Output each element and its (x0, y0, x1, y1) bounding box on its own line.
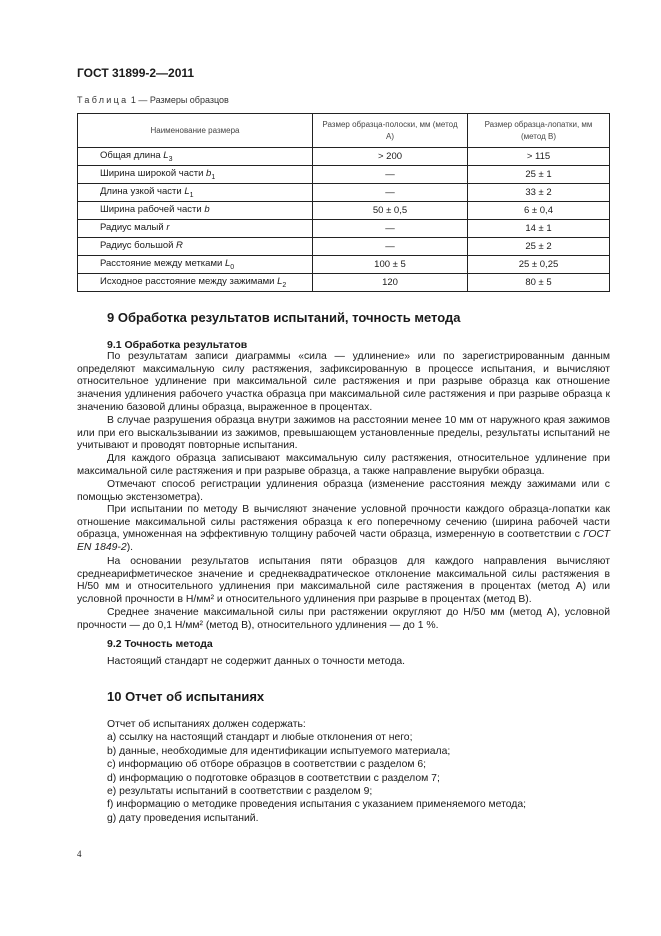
dimension-symbol: L (184, 186, 190, 198)
list-item: b) данные, необходимые для идентификации… (107, 745, 451, 757)
dimension-name: Общая длина L3 (77, 147, 313, 166)
dimensions-table: Наименование размера Размер образца-поло… (77, 113, 610, 292)
dimension-subscript: 1 (189, 191, 194, 199)
method-a-value: 120 (312, 273, 468, 292)
list-item: e) результаты испытаний в соответствии с… (107, 786, 373, 798)
paragraph: Среднее значение максимальной силы при р… (77, 607, 610, 631)
table-row: Общая длина L3 > 200 > 115 (77, 147, 610, 166)
dimension-label: Ширина широкой части (100, 168, 207, 180)
method-a-value: 50 ± 0,5 (312, 201, 468, 220)
table-row: Ширина широкой части b1 — 25 ± 1 (77, 165, 610, 184)
dimension-label: Расстояние между метками (100, 258, 225, 270)
list-item: g) дату проведения испытаний. (107, 812, 259, 824)
dimension-subscript: 0 (230, 263, 235, 271)
method-a-value: > 200 (312, 147, 468, 166)
dimension-label: Радиус малый (100, 222, 167, 234)
list-item: f) информацию о методике проведения испы… (107, 799, 527, 811)
dimension-subscript: 3 (168, 155, 173, 163)
list-item: a) ссылку на настоящий стандарт и любые … (107, 732, 413, 744)
paragraph-text: При испытании по методу В вычисляют знач… (77, 504, 610, 541)
method-a-value: — (312, 165, 468, 184)
list-item: c) информацию об отборе образцов в соотв… (107, 759, 427, 771)
dimension-symbol: b (204, 204, 210, 216)
method-b-value: 33 ± 2 (467, 183, 610, 202)
document-id: ГОСТ 31899-2—2011 (77, 66, 195, 80)
header-cell: Наименование размера (77, 113, 313, 148)
table-caption: Таблица 1 — Размеры образцов (77, 95, 229, 105)
table-row: Длина узкой части L1 — 33 ± 2 (77, 183, 610, 202)
method-b-value: 6 ± 0,4 (467, 201, 610, 220)
table-row: Расстояние между метками L0 100 ± 5 25 ±… (77, 255, 610, 274)
table-caption-word: Таблица (77, 95, 129, 105)
dimension-name: Длина узкой части L1 (77, 183, 313, 202)
method-b-value: 80 ± 5 (467, 273, 610, 292)
dimension-name: Ширина широкой части b1 (77, 165, 313, 184)
section-9-heading: 9 Обработка результатов испытаний, точно… (107, 310, 461, 325)
method-a-value: 100 ± 5 (312, 255, 468, 274)
paragraph: Отмечают способ регистрации удлинения об… (77, 479, 610, 503)
dimension-symbol: L (163, 150, 169, 162)
table-caption-text: 1 — Размеры образцов (128, 95, 229, 105)
list-item: d) информацию о подготовке образцов в со… (107, 772, 440, 784)
table-row: Радиус большой R — 25 ± 2 (77, 237, 610, 256)
section-10-heading: 10 Отчет об испытаниях (107, 689, 265, 704)
dimension-symbol: b (206, 168, 212, 180)
dimension-name: Радиус большой R (77, 237, 313, 256)
dimension-name: Ширина рабочей части b (77, 201, 313, 220)
dimension-name: Расстояние между метками L0 (77, 255, 313, 274)
table-header-row: Наименование размера Размер образца-поло… (77, 113, 610, 148)
dimension-symbol: L (277, 276, 283, 288)
paragraph: Для каждого образца записывают максималь… (77, 453, 610, 477)
dimension-subscript: 2 (282, 281, 287, 289)
standard-reference: ГОСТ EN 1849-2 (77, 529, 610, 554)
dimension-subscript: 1 (211, 173, 216, 181)
dimension-symbol: R (176, 240, 183, 252)
header-cell: Размер образца-полоски, мм (метод А) (312, 113, 468, 148)
dimension-name: Исходное расстояние между зажимами L2 (77, 273, 313, 292)
paragraph: В случае разрушения образца внутри зажим… (77, 415, 610, 452)
page-number: 4 (77, 849, 82, 859)
table-row: Исходное расстояние между зажимами L2 12… (77, 273, 610, 292)
dimension-symbol: r (166, 222, 170, 234)
section-9-1-heading: 9.1 Обработка результатов (107, 339, 248, 351)
dimension-label: Радиус большой (100, 240, 177, 252)
method-a-value: — (312, 183, 468, 202)
paragraph-text: ). (126, 542, 134, 554)
dimension-label: Ширина рабочей части (100, 204, 205, 216)
table-row: Ширина рабочей части b 50 ± 0,5 6 ± 0,4 (77, 201, 610, 220)
method-b-value: > 115 (467, 147, 610, 166)
paragraph: Настоящий стандарт не содержит данных о … (107, 656, 406, 667)
method-b-value: 25 ± 2 (467, 237, 610, 256)
report-contents-list: Отчет об испытаниях должен содержать: a)… (107, 718, 526, 825)
list-intro: Отчет об испытаниях должен содержать: (107, 719, 306, 730)
header-cell: Размер образца-лопатки, мм (метод В) (467, 113, 610, 148)
dimension-label: Общая длина (100, 150, 164, 162)
paragraph: При испытании по методу В вычисляют знач… (77, 504, 610, 555)
paragraph: По результатам записи диаграммы «сила — … (77, 351, 610, 413)
dimension-symbol: L (224, 258, 231, 270)
method-b-value: 25 ± 0,25 (467, 255, 610, 274)
dimension-label: Длина узкой части (100, 186, 185, 198)
paragraph: На основании результатов испытания пяти … (77, 556, 610, 606)
method-a-value: — (312, 237, 468, 256)
table-row: Радиус малый r — 14 ± 1 (77, 219, 610, 238)
dimension-label: Исходное расстояние между зажимами (100, 276, 278, 288)
method-b-value: 14 ± 1 (467, 219, 610, 238)
method-b-value: 25 ± 1 (467, 165, 610, 184)
dimension-name: Радиус малый r (77, 219, 313, 238)
method-a-value: — (312, 219, 468, 238)
section-9-2-heading: 9.2 Точность метода (107, 638, 213, 650)
